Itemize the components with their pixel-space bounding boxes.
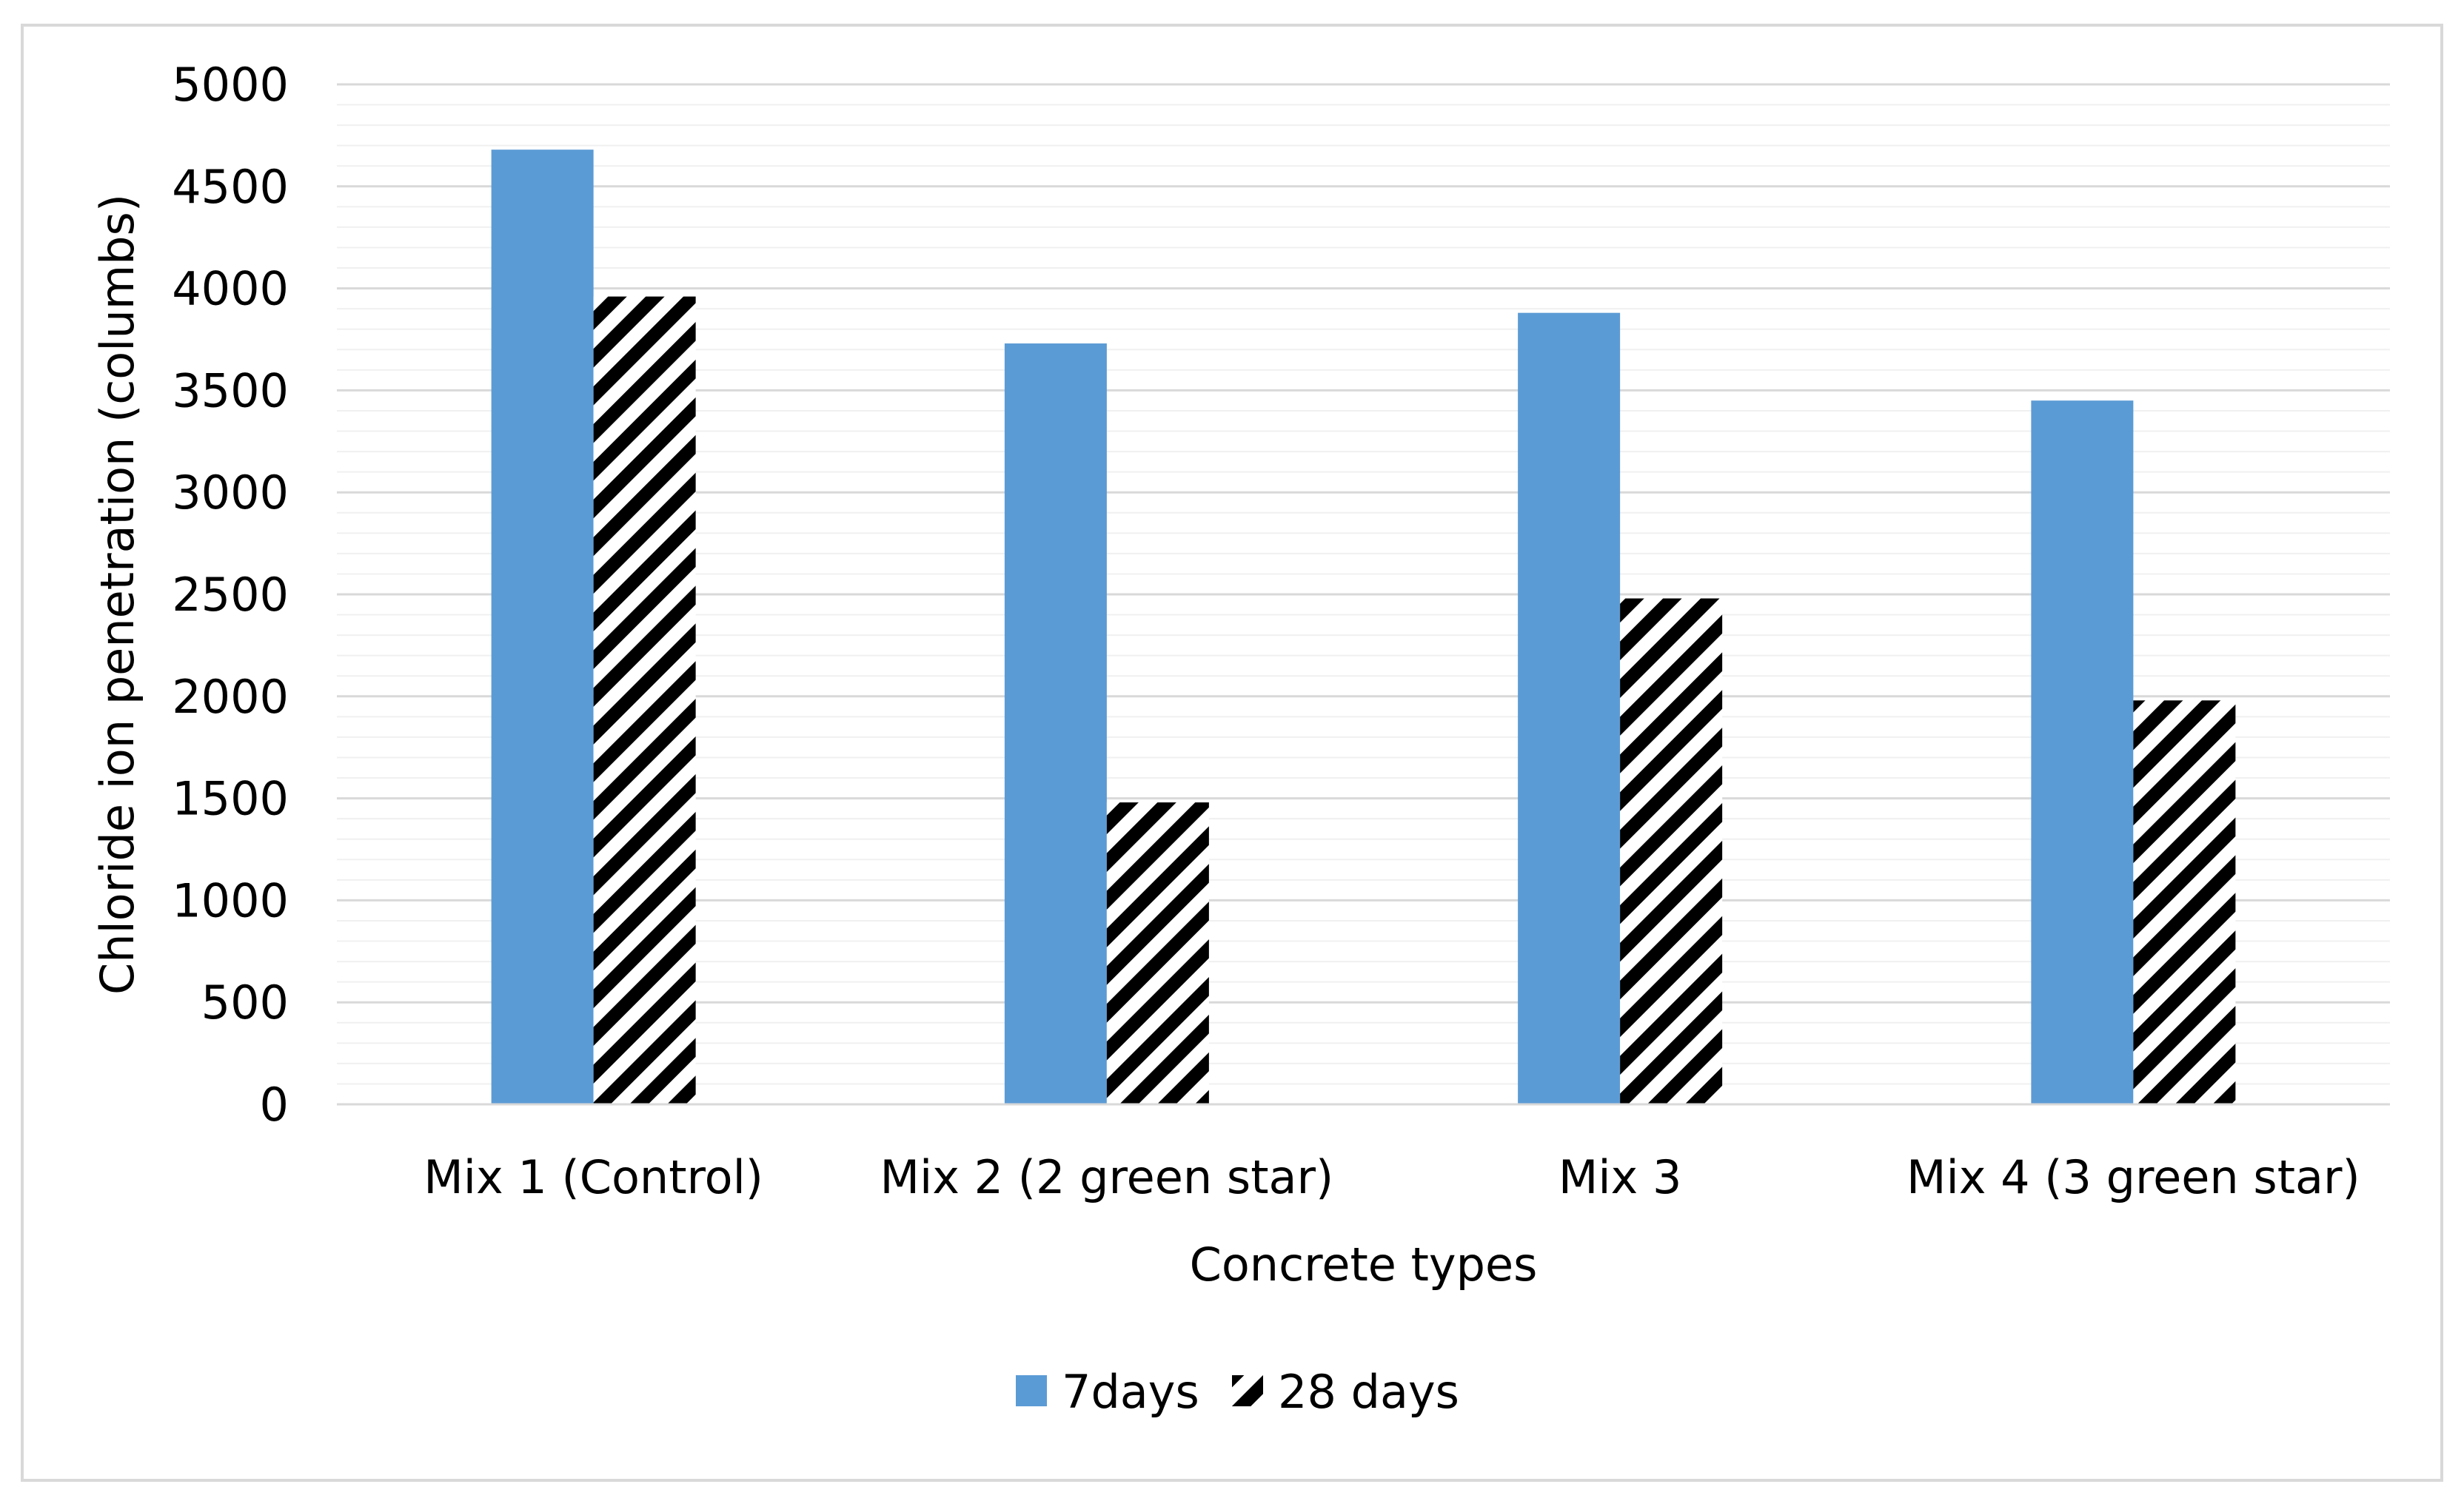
bars <box>491 150 2236 1105</box>
legend-swatch <box>1016 1375 1047 1406</box>
bar <box>1106 802 1209 1104</box>
y-tick-label: 500 <box>201 976 289 1030</box>
y-axis-tick-labels: 0 500 1000 1500 2000 2500 3000 3500 4000 4500 5000 <box>172 58 289 1132</box>
x-tick-label: Mix 2 (2 green star) <box>880 1150 1334 1204</box>
x-tick-label: Mix 3 <box>1559 1150 1682 1204</box>
y-tick-label: 2000 <box>172 670 289 724</box>
y-tick-label: 3000 <box>172 466 289 520</box>
bar <box>1620 598 1723 1104</box>
bar <box>2133 700 2236 1104</box>
y-axis-title: Chloride ion penetration (columbs) <box>90 194 144 995</box>
y-tick-label: 1500 <box>172 772 289 826</box>
y-tick-label: 0 <box>260 1078 289 1132</box>
y-tick-label: 5000 <box>172 58 289 112</box>
y-tick-label: 4000 <box>172 262 289 316</box>
x-axis-title: Concrete types <box>1190 1238 1538 1292</box>
y-tick-label: 4500 <box>172 160 289 214</box>
legend-label: 7days <box>1062 1365 1199 1419</box>
x-tick-label: Mix 1 (Control) <box>424 1150 763 1204</box>
y-tick-label: 2500 <box>172 568 289 622</box>
legend-swatch <box>1232 1375 1263 1406</box>
x-axis-tick-labels: Mix 1 (Control) Mix 2 (2 green star) Mix 3… <box>424 1150 2360 1204</box>
legend: 7days 28 days <box>1016 1365 1459 1419</box>
bar <box>1004 343 1107 1105</box>
bar <box>2031 400 2134 1104</box>
bar <box>593 296 696 1104</box>
bar <box>1518 312 1621 1104</box>
y-tick-label: 1000 <box>172 873 289 927</box>
legend-label: 28 days <box>1278 1365 1459 1419</box>
bar <box>491 150 594 1104</box>
x-tick-label: Mix 4 (3 green star) <box>1906 1150 2360 1204</box>
y-tick-label: 3500 <box>172 363 289 417</box>
